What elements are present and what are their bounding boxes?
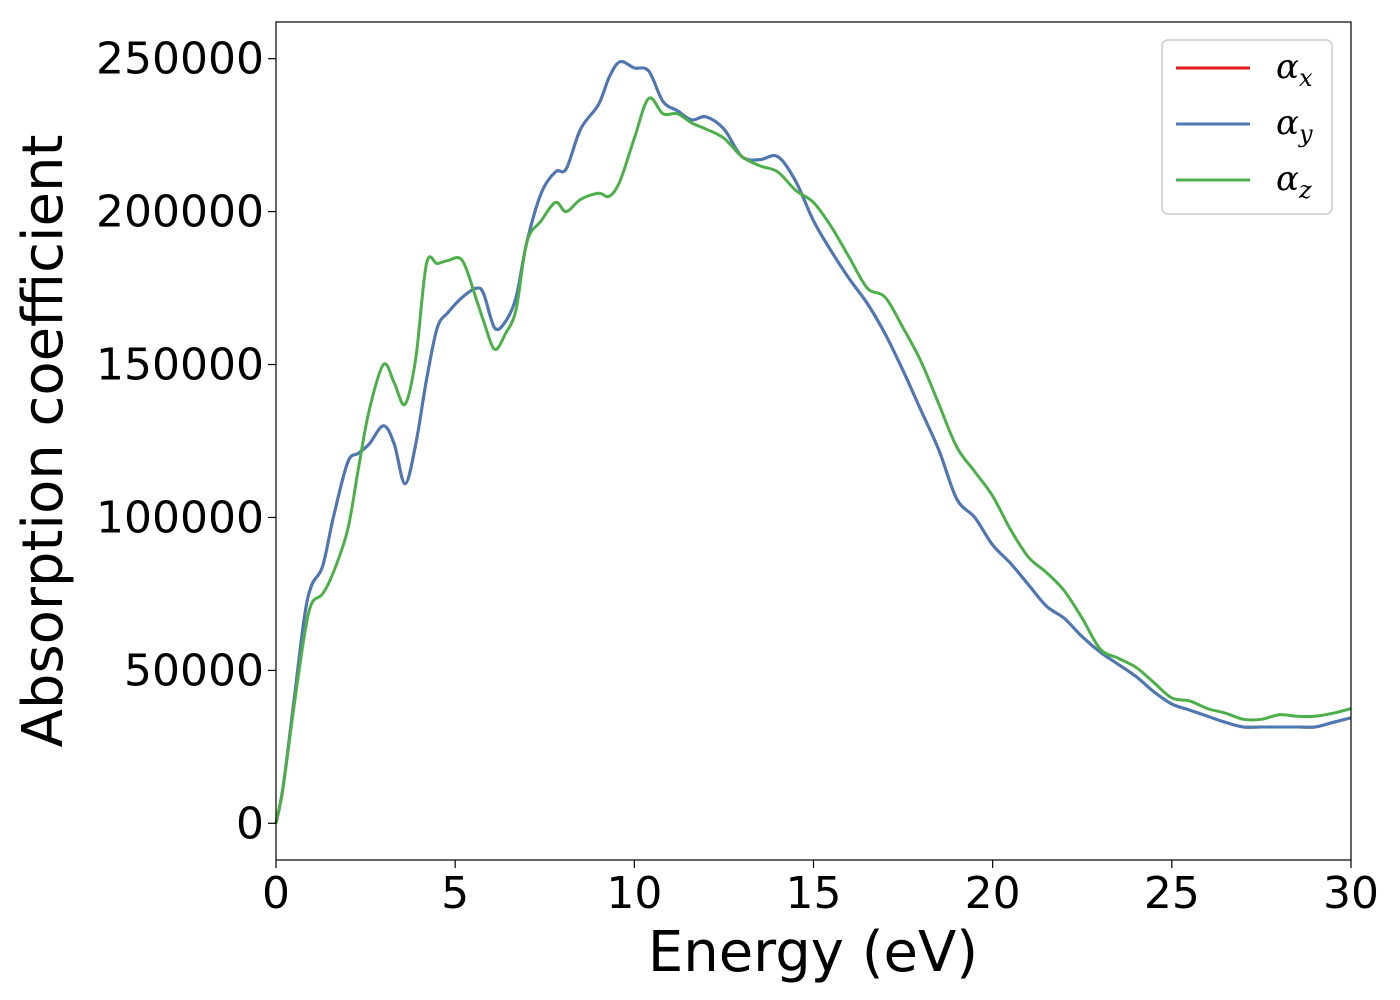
y-tick-label: 150000 <box>96 340 264 391</box>
y-tick-label: 100000 <box>96 492 264 543</box>
y-tick-label: 200000 <box>96 187 264 238</box>
y-axis-label: Absorption coefficient <box>11 135 76 748</box>
legend-label-y: αy <box>1276 103 1313 148</box>
x-tick-label: 0 <box>262 868 290 919</box>
x-tick-label: 30 <box>1323 868 1379 919</box>
x-axis-ticks: 0 5 10 15 20 25 30 <box>262 860 1379 919</box>
x-tick-label: 20 <box>965 868 1021 919</box>
y-tick-label: 50000 <box>124 645 264 696</box>
legend-box <box>1161 39 1333 215</box>
legend-label-x: αx <box>1276 47 1313 92</box>
y-axis-ticks: 0 50000 100000 150000 200000 250000 <box>96 34 276 849</box>
y-tick-label: 250000 <box>96 34 264 85</box>
series-layer <box>274 60 1352 824</box>
y-tick-label: 0 <box>236 798 264 849</box>
legend: αx αy αz <box>1161 39 1333 215</box>
x-tick-label: 5 <box>441 868 469 919</box>
series-line-3 <box>274 96 1352 824</box>
legend-label-z: αz <box>1276 159 1312 204</box>
x-tick-label: 15 <box>786 868 842 919</box>
x-tick-label: 25 <box>1144 868 1200 919</box>
series-line-2 <box>274 60 1352 824</box>
x-tick-label: 10 <box>606 868 662 919</box>
x-axis-label: Energy (eV) <box>648 920 978 985</box>
